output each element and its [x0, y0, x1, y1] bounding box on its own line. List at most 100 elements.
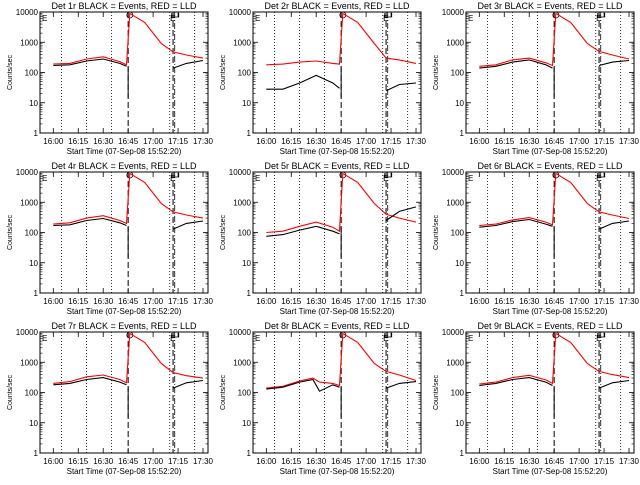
top-marker-e: E: [383, 334, 388, 343]
x-tick-label: 16:30: [306, 297, 327, 306]
top-marker-e: E: [255, 14, 260, 23]
y-tick-label: 1: [460, 129, 465, 138]
y-tick-label: 10: [455, 419, 464, 428]
y-axis-label: Counts/sec: [220, 374, 227, 410]
panel-det-6: Det 6r BLACK = Events, RED = LLD 1 10 100 10…: [433, 161, 640, 316]
y-axis-label: Counts/sec: [7, 214, 14, 250]
x-tick-label: 16:30: [93, 457, 114, 466]
top-marker-e: E: [468, 334, 473, 343]
y-tick-label: 10: [29, 259, 38, 268]
series-events-line: [266, 74, 340, 90]
x-tick-label: 16:45: [544, 297, 565, 306]
y-tick-label: 1000: [446, 358, 464, 367]
y-tick-label: 1: [34, 449, 39, 458]
top-marker-bracket: [597, 333, 606, 338]
panel-det-5: Det 5r BLACK = Events, RED = LLD 1 10 100 10…: [220, 161, 427, 316]
x-tick-label: 16:15: [281, 457, 302, 466]
panel-title: Det 9r BLACK = Events, RED = LLD: [477, 321, 623, 331]
y-tick-label: 10: [242, 99, 251, 108]
y-tick-label: 10: [242, 259, 251, 268]
x-tick-label: 16:00: [469, 137, 490, 146]
plot-frame: [39, 331, 209, 454]
plot-frame: [465, 171, 635, 294]
x-axis-label: Start Time (07-Sep-08 15:52:20): [67, 147, 182, 156]
x-tick-label: 16:00: [256, 297, 277, 306]
series-lld-line: [479, 12, 630, 67]
y-tick-label: 1: [460, 289, 465, 298]
x-tick-label: 16:15: [494, 297, 515, 306]
top-marker-bracket: [597, 173, 606, 178]
y-axis-label: Counts/sec: [433, 374, 440, 410]
y-tick-label: 100: [25, 69, 39, 78]
y-tick-label: 10000: [442, 168, 465, 177]
y-tick-label: 10000: [229, 168, 252, 177]
x-tick-label: 17:30: [619, 297, 640, 306]
y-tick-label: 10000: [442, 328, 465, 337]
x-tick-label: 16:45: [118, 457, 139, 466]
top-marker-e: E: [170, 14, 175, 23]
top-marker-e: E: [170, 174, 175, 183]
top-marker-e: E: [468, 14, 473, 23]
panel-title: Det 1r BLACK = Events, RED = LLD: [51, 1, 197, 11]
y-tick-label: 100: [451, 389, 465, 398]
y-tick-label: 100: [238, 69, 252, 78]
series-events-line: [479, 59, 553, 69]
y-tick-label: 1000: [233, 198, 251, 207]
x-tick-label: 16:00: [469, 297, 490, 306]
series-events-line: [53, 58, 127, 67]
series-events-line: [172, 59, 204, 69]
y-tick-label: 1000: [20, 38, 38, 47]
x-axis-label: Start Time (07-Sep-08 15:52:20): [493, 147, 608, 156]
y-axis-label: Counts/sec: [7, 374, 14, 410]
panel-title: Det 4r BLACK = Events, RED = LLD: [51, 161, 197, 171]
y-tick-label: 10: [455, 259, 464, 268]
x-axis-label: Start Time (07-Sep-08 15:52:20): [280, 147, 395, 156]
y-tick-label: 1: [34, 129, 39, 138]
x-tick-label: 17:15: [168, 137, 189, 146]
x-tick-label: 17:30: [406, 457, 427, 466]
x-tick-label: 17:00: [569, 297, 590, 306]
y-axis-label: Counts/sec: [7, 54, 14, 90]
x-tick-label: 16:00: [43, 457, 64, 466]
series-events-line: [479, 218, 553, 228]
x-tick-label: 16:45: [118, 137, 139, 146]
y-tick-label: 10000: [442, 8, 465, 17]
y-tick-label: 100: [238, 229, 252, 238]
series-lld-line: [266, 172, 417, 234]
x-tick-label: 16:15: [494, 457, 515, 466]
y-tick-label: 10000: [16, 8, 39, 17]
x-tick-label: 17:15: [381, 137, 402, 146]
x-tick-label: 16:45: [118, 297, 139, 306]
x-tick-label: 17:00: [356, 137, 377, 146]
y-tick-label: 10000: [16, 328, 39, 337]
top-marker-e: E: [42, 14, 47, 23]
top-marker-e: E: [383, 14, 388, 23]
x-tick-label: 17:00: [356, 457, 377, 466]
series-events-line: [598, 59, 630, 67]
series-events-line: [598, 379, 630, 389]
top-marker-e: E: [596, 14, 601, 23]
x-tick-label: 16:00: [256, 137, 277, 146]
x-tick-label: 16:45: [331, 457, 352, 466]
x-tick-label: 17:15: [594, 137, 615, 146]
top-marker-bracket: [384, 333, 393, 338]
top-marker-e: E: [255, 334, 260, 343]
y-tick-label: 1000: [446, 38, 464, 47]
series-lld-line: [53, 332, 204, 384]
top-marker-e: E: [42, 174, 47, 183]
series-lld-line: [479, 172, 630, 227]
top-marker-bracket: [171, 13, 180, 18]
y-tick-label: 100: [451, 69, 465, 78]
panel-det-4: Det 4r BLACK = Events, RED = LLD 1 10 100 10…: [7, 161, 214, 316]
plot-frame: [39, 11, 209, 134]
y-tick-label: 100: [451, 229, 465, 238]
panel-title: Det 8r BLACK = Events, RED = LLD: [264, 321, 410, 331]
panel-title: Det 7r BLACK = Events, RED = LLD: [51, 321, 197, 331]
x-axis-label: Start Time (07-Sep-08 15:52:20): [280, 307, 395, 316]
panel-det-2: Det 2r BLACK = Events, RED = LLD 1 10 100 10…: [220, 1, 427, 156]
y-tick-label: 10: [29, 99, 38, 108]
x-tick-label: 16:15: [68, 137, 89, 146]
x-axis-label: Start Time (07-Sep-08 15:52:20): [280, 467, 395, 476]
x-tick-label: 17:00: [143, 137, 164, 146]
